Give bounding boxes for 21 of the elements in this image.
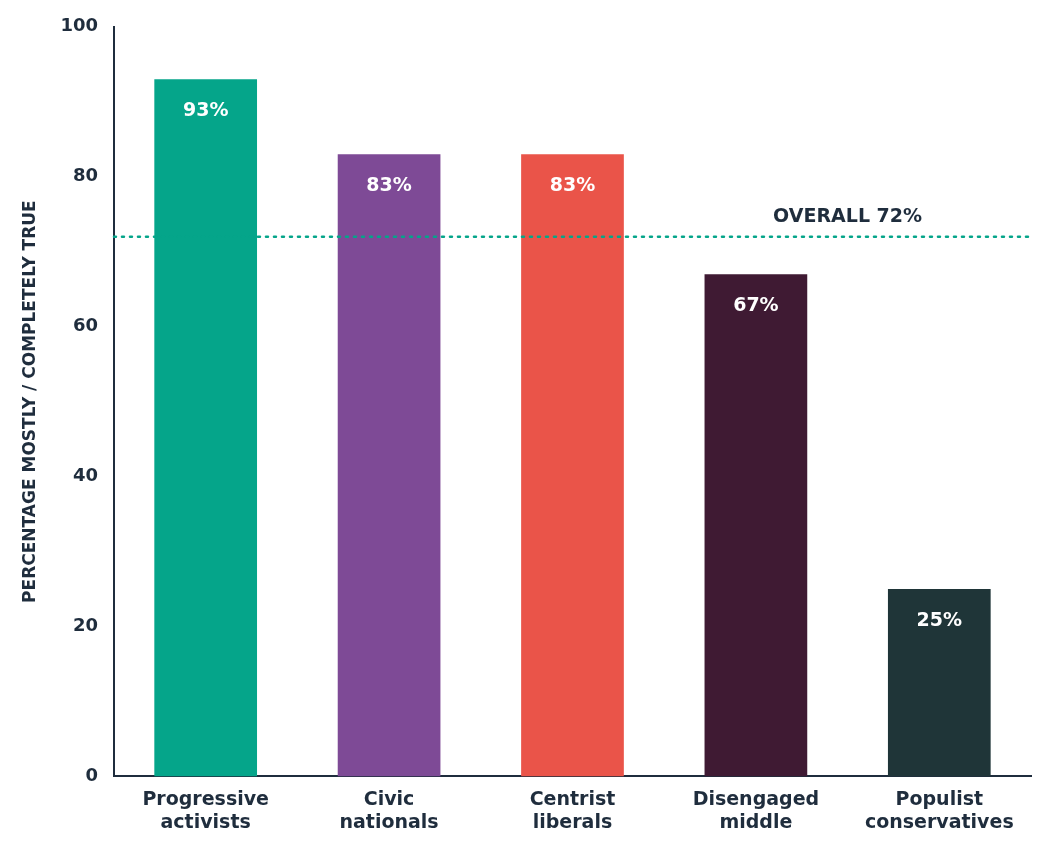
y-tick-label: 40 [72,464,98,486]
data-label: 83% [366,173,412,196]
y-tick-label: 80 [72,164,98,186]
data-label: 67% [733,293,779,316]
x-tick-label: Disengaged middle [692,786,820,832]
x-tick-label: Civic nationals [339,786,439,832]
data-label: 83% [549,173,596,196]
x-tick-label: Populist conservatives [864,786,1014,832]
bar [704,274,808,777]
y-tick-label: 60 [72,314,98,336]
bar [521,154,624,777]
data-label: 25% [916,607,963,630]
ref-line-label: OVERALL 72% [773,204,923,227]
bar [337,154,441,777]
y-tick-label: 20 [72,614,98,636]
y-axis-title: PERCENTAGE MOSTLY / COMPLETELY TRUE [18,200,39,603]
y-tick-label: 100 [60,14,98,36]
x-tick-label: Centrist liberals [529,786,616,832]
x-tick-label: Progressive activists [142,786,269,832]
y-tick-label: 0 [85,764,98,786]
data-label: 93% [182,98,229,121]
